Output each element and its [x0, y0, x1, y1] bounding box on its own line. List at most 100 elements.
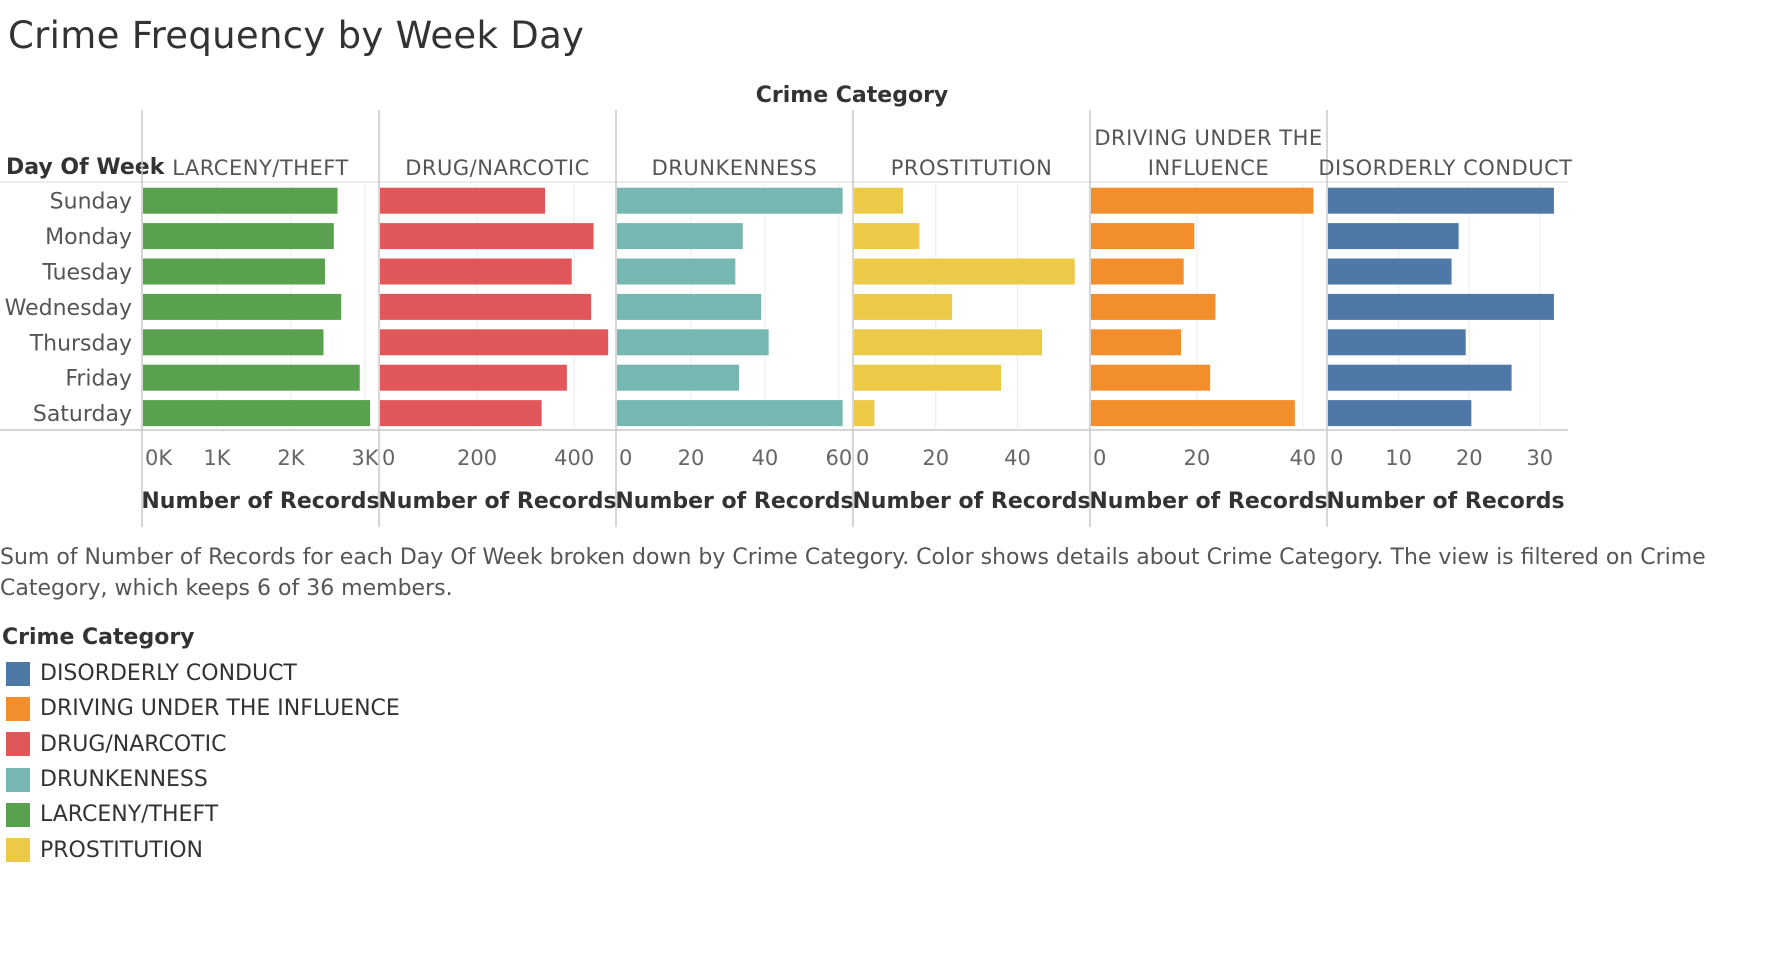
legend-swatch: [6, 838, 30, 863]
x-tick-label: 0: [856, 446, 869, 470]
x-tick-label: 3K: [351, 446, 379, 470]
x-tick-label: 40: [1004, 446, 1031, 470]
legend-label: DISORDERLY CONDUCT: [40, 661, 297, 687]
legend-item[interactable]: DISORDERLY CONDUCT: [2, 656, 400, 691]
x-tick-label: 1K: [203, 446, 231, 470]
x-tick-label: 400: [554, 446, 594, 470]
bar: [1091, 364, 1211, 391]
x-tick-label: 20: [1456, 446, 1483, 470]
x-tick-label: 40: [752, 446, 779, 470]
column-header: Crime Category: [756, 83, 949, 108]
bar: [1328, 329, 1466, 356]
bar: [854, 329, 1043, 356]
panel-header: INFLUENCE: [1148, 156, 1269, 180]
legend-swatch: [6, 661, 30, 686]
x-axis-title: Number of Records: [615, 489, 853, 514]
chart-grid: Crime Category Day Of Week Sunday Monday Tue…: [0, 83, 1572, 527]
bar: [1091, 400, 1295, 427]
x-tick-label: 0: [1330, 446, 1343, 470]
x-tick-label: 0: [619, 446, 632, 470]
panel-header: PROSTITUTION: [891, 156, 1053, 180]
bar: [1091, 293, 1216, 320]
row-label: Tuesday: [41, 261, 132, 286]
x-tick-label: 20: [922, 446, 949, 470]
bar: [617, 223, 743, 250]
bar: [380, 258, 572, 285]
legend-item[interactable]: DRIVING UNDER THE INFLUENCE: [2, 691, 400, 726]
legend-title: Crime Category: [2, 625, 195, 650]
bar: [854, 258, 1075, 285]
panel-header: DRUG/NARCOTIC: [405, 156, 589, 180]
x-axis-title: Number of Records: [378, 489, 616, 514]
legend: Crime Category DISORDERLY CONDUCT DRIVING…: [2, 624, 400, 868]
legend-items: DISORDERLY CONDUCT DRIVING UNDER THE INFL…: [2, 656, 400, 868]
x-tick-label: 0: [1093, 446, 1106, 470]
bar: [380, 223, 594, 250]
panel-header: LARCENY/THEFT: [172, 156, 349, 180]
bar: [143, 329, 324, 356]
x-tick-label: 0: [382, 446, 395, 470]
bar: [1091, 187, 1314, 214]
bar: [617, 400, 843, 427]
legend-swatch: [6, 802, 30, 827]
legend-label: DRIVING UNDER THE INFLUENCE: [40, 696, 400, 722]
x-axis-title: Number of Records: [1089, 489, 1327, 514]
bar: [380, 187, 546, 214]
chart-caption: Sum of Number of Records for each Day Of…: [0, 545, 1706, 601]
legend-swatch: [6, 767, 30, 792]
row-label: Saturday: [33, 402, 132, 427]
bar: [380, 293, 592, 320]
row-header: Day Of Week: [6, 155, 166, 180]
x-tick-label: 2K: [277, 446, 305, 470]
row-label: Wednesday: [5, 296, 132, 321]
bar: [380, 329, 609, 356]
x-tick-label: 60: [826, 446, 853, 470]
bar: [1091, 329, 1182, 356]
bar: [143, 293, 342, 320]
panel-header: DRUNKENNESS: [652, 156, 818, 180]
legend-item[interactable]: LARCENY/THEFT: [2, 797, 400, 832]
bar: [143, 400, 371, 427]
panel-header: DISORDERLY CONDUCT: [1318, 156, 1572, 180]
bar: [854, 364, 1002, 391]
bar: [617, 329, 769, 356]
bar: [380, 400, 542, 427]
x-tick-label: 200: [457, 446, 497, 470]
row-label: Thursday: [29, 331, 132, 356]
bar: [1091, 258, 1184, 285]
legend-item[interactable]: DRUG/NARCOTIC: [2, 727, 400, 762]
x-tick-label: 20: [678, 446, 705, 470]
x-axis-title: Number of Records: [852, 489, 1090, 514]
bar: [1328, 364, 1512, 391]
legend-item[interactable]: DRUNKENNESS: [2, 762, 400, 797]
panel-header: DRIVING UNDER THE: [1094, 126, 1322, 150]
row-label: Friday: [65, 367, 132, 392]
bar: [143, 364, 360, 391]
bar: [854, 223, 920, 250]
bar: [143, 258, 325, 285]
bar: [1328, 258, 1452, 285]
legend-item[interactable]: PROSTITUTION: [2, 832, 400, 867]
row-label: Monday: [45, 225, 132, 250]
x-tick-label: 20: [1184, 446, 1211, 470]
bar: [143, 223, 334, 250]
legend-label: DRUG/NARCOTIC: [40, 731, 227, 757]
bar: [617, 187, 843, 214]
bar: [854, 293, 953, 320]
x-tick-label: 0K: [145, 446, 173, 470]
bar: [1328, 400, 1472, 427]
bar: [380, 364, 567, 391]
row-label: Sunday: [50, 190, 132, 215]
x-axis-title: Number of Records: [141, 489, 379, 514]
bar: [854, 187, 904, 214]
legend-label: PROSTITUTION: [40, 837, 204, 863]
x-tick-label: 40: [1289, 446, 1316, 470]
legend-label: LARCENY/THEFT: [40, 802, 219, 828]
bar: [617, 293, 762, 320]
legend-swatch: [6, 696, 30, 721]
x-axis-title: Number of Records: [1326, 489, 1564, 514]
legend-label: DRUNKENNESS: [40, 767, 208, 793]
bar: [617, 364, 740, 391]
bar: [854, 400, 875, 427]
bar: [143, 187, 338, 214]
